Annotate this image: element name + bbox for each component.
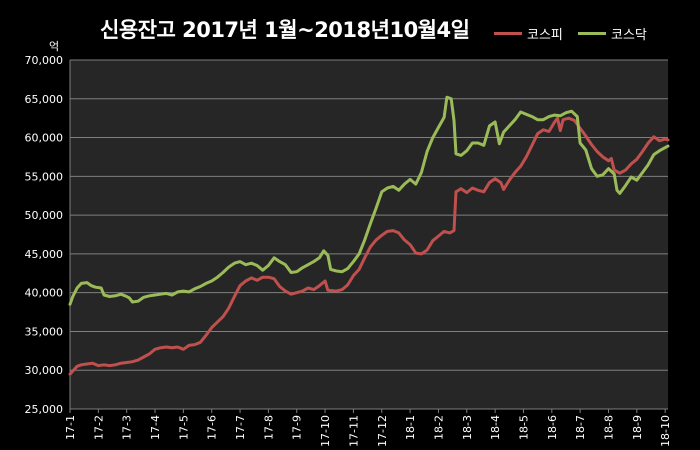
legend-swatch-kosdaq [578, 32, 606, 35]
series-line-kospi [68, 116, 670, 376]
x-tick-label: 17-5 [177, 415, 190, 440]
y-tick-label: 45,000 [25, 248, 64, 261]
x-tick-label: 17-4 [149, 415, 162, 440]
x-tick-label: 17-12 [376, 415, 389, 447]
y-tick-label: 55,000 [25, 170, 64, 183]
y-tick-label: 50,000 [25, 209, 64, 222]
plot-area [70, 60, 668, 409]
legend-swatch-kospi [494, 32, 522, 35]
x-tick-label: 18-6 [546, 415, 559, 440]
x-tick-label: 18-9 [631, 415, 644, 440]
x-tick-label: 18-10 [659, 415, 672, 447]
legend-item-kosdaq: 코스닥 [578, 24, 647, 43]
x-tick-label: 18-1 [404, 415, 417, 440]
x-tick-label: 17-1 [64, 415, 77, 440]
series-line-kosdaq [68, 95, 670, 306]
y-tick-label: 65,000 [25, 93, 64, 106]
y-tick-label: 35,000 [25, 325, 64, 338]
x-tick-label: 17-2 [92, 415, 105, 440]
y-tick-label: 70,000 [25, 54, 64, 67]
x-tick-label: 17-7 [234, 415, 247, 440]
y-tick-label: 30,000 [25, 364, 64, 377]
chart-title: 신용잔고 2017년 1월~2018년10월4일 [100, 18, 470, 42]
y-axis-unit-label: 억 [49, 40, 60, 53]
y-tick-label: 60,000 [25, 132, 64, 145]
x-tick-label: 18-7 [574, 415, 587, 440]
y-tick-label: 25,000 [25, 403, 64, 416]
x-tick-label: 17-10 [319, 415, 332, 447]
x-tick-label: 17-3 [121, 415, 134, 440]
x-tick-label: 17-6 [206, 415, 219, 440]
legend-label-kospi: 코스피 [527, 28, 563, 43]
x-tick-label: 18-3 [461, 415, 474, 440]
x-tick-label: 17-11 [347, 415, 360, 447]
x-tick-label: 17-9 [291, 415, 304, 440]
x-tick-label: 18-8 [602, 415, 615, 440]
legend-item-kospi: 코스피 [494, 24, 563, 43]
x-tick-label: 17-8 [262, 415, 275, 440]
y-tick-label: 40,000 [25, 287, 64, 300]
legend-label-kosdaq: 코스닥 [611, 28, 647, 43]
x-tick-label: 18-2 [432, 415, 445, 440]
x-tick-label: 18-4 [489, 415, 502, 440]
x-tick-label: 18-5 [517, 415, 530, 440]
